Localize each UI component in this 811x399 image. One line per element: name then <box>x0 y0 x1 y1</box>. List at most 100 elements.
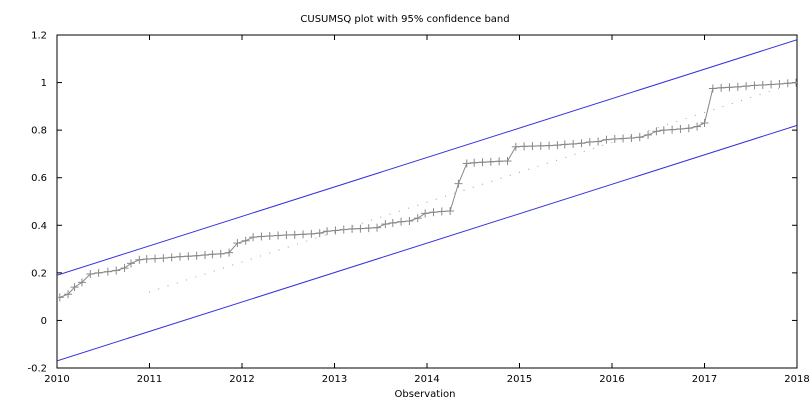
reference-dot <box>787 84 789 87</box>
reference-dot <box>407 207 410 209</box>
cusumsq-point <box>57 293 64 302</box>
cusumsq-point <box>70 283 79 292</box>
cusumsq-point <box>274 231 283 240</box>
reference-dot <box>454 192 456 194</box>
cusumsq-point <box>644 130 653 139</box>
cusumsq-point <box>652 127 661 136</box>
x-tick-label: 2010 <box>44 374 69 385</box>
reference-dot <box>722 105 724 108</box>
reference-dot <box>278 249 280 251</box>
cusumsq-point <box>77 278 86 287</box>
x-tick-label: 2013 <box>322 374 347 385</box>
reference-dot <box>324 234 326 236</box>
cusumsq-point <box>429 208 438 217</box>
reference-dot <box>565 156 567 158</box>
reference-dot <box>509 174 511 176</box>
reference-dot <box>232 264 234 266</box>
cusumsq-point <box>356 224 365 233</box>
cusumsq-point <box>290 230 299 239</box>
cusumsq-point <box>381 220 390 229</box>
reference-dot <box>528 168 530 170</box>
cusumsq-point <box>700 119 709 128</box>
cusumsq-point <box>520 142 529 151</box>
x-tick-label: 2016 <box>599 374 624 385</box>
cusumsq-point <box>159 254 168 263</box>
reference-dot <box>444 195 447 197</box>
reference-dot <box>472 186 474 188</box>
cusumsq-point <box>364 224 373 233</box>
cusumsq-point <box>775 79 784 88</box>
reference-dot <box>241 261 243 263</box>
cusumsq-point <box>331 226 340 235</box>
cusumsq-point <box>462 159 471 168</box>
cusumsq-point <box>184 252 193 261</box>
reference-dot <box>361 222 363 224</box>
cusumsq-line <box>59 82 797 298</box>
reference-dot <box>518 171 521 173</box>
reference-dot <box>306 240 308 242</box>
reference-dot <box>583 150 585 152</box>
cusumsq-point <box>201 251 209 260</box>
cusumsq-point <box>545 141 554 150</box>
reference-dot <box>648 129 650 132</box>
y-tick-label: 0 <box>41 316 47 327</box>
reference-dot <box>555 159 558 161</box>
reference-dot <box>176 282 178 284</box>
reference-dot <box>398 210 400 212</box>
reference-dot <box>629 135 632 137</box>
reference-dot <box>380 216 382 218</box>
reference-dot <box>703 111 706 114</box>
cusumsq-point <box>676 124 685 133</box>
cusumsq-point <box>536 141 545 150</box>
x-tick-label: 2012 <box>229 374 254 385</box>
cusumsq-point <box>64 290 73 299</box>
cusumsq-point <box>470 158 479 167</box>
cusumsq-point <box>528 142 537 151</box>
cusumsq-point <box>103 267 112 276</box>
x-tick-label: 2017 <box>692 374 717 385</box>
cusumsq-point <box>397 217 406 226</box>
cusumsq-point <box>373 223 382 232</box>
cusumsq-point <box>619 134 628 143</box>
cusumsq-point <box>767 80 776 89</box>
reference-dot <box>694 114 696 117</box>
reference-dot <box>250 258 252 260</box>
cusumsq-point <box>742 82 751 91</box>
cusumsq-point <box>323 227 332 236</box>
lower-band-line <box>57 124 797 362</box>
cusumsq-point <box>503 157 512 166</box>
cusumsq-point <box>602 135 611 144</box>
cusumsq-point <box>585 138 594 147</box>
cusumsq-point <box>659 126 668 135</box>
reference-dot <box>796 81 797 84</box>
reference-dot <box>768 90 770 93</box>
y-tick-label: 0.2 <box>31 268 47 279</box>
y-tick-label: 0.6 <box>31 173 47 184</box>
cusumsq-point <box>577 139 586 148</box>
cusumsq-point <box>176 252 185 261</box>
cusumsq-point <box>388 218 397 227</box>
cusumsq-point <box>135 255 144 264</box>
reference-dot <box>731 102 733 105</box>
y-tick-label: 1 <box>41 78 47 89</box>
reference-dot <box>158 288 160 290</box>
cusumsq-point <box>405 217 414 226</box>
reference-dot <box>389 213 391 215</box>
reference-dot <box>167 285 169 287</box>
reference-dot <box>481 183 484 185</box>
reference-dot <box>611 141 613 143</box>
reference-dot <box>620 138 622 140</box>
reference-dot <box>435 198 437 200</box>
reference-dot <box>213 270 215 272</box>
cusumsq-point <box>478 158 487 167</box>
cusumsq-point <box>216 249 225 258</box>
reference-dot <box>269 252 271 254</box>
reference-dot <box>370 219 373 221</box>
cusumsq-point <box>167 253 176 262</box>
y-tick-label: 1.2 <box>31 31 47 42</box>
reference-dot <box>546 162 548 164</box>
reference-dot <box>491 180 493 182</box>
cusumsq-point <box>446 207 455 216</box>
reference-dot <box>195 276 197 278</box>
cusumsq-point <box>241 236 250 245</box>
